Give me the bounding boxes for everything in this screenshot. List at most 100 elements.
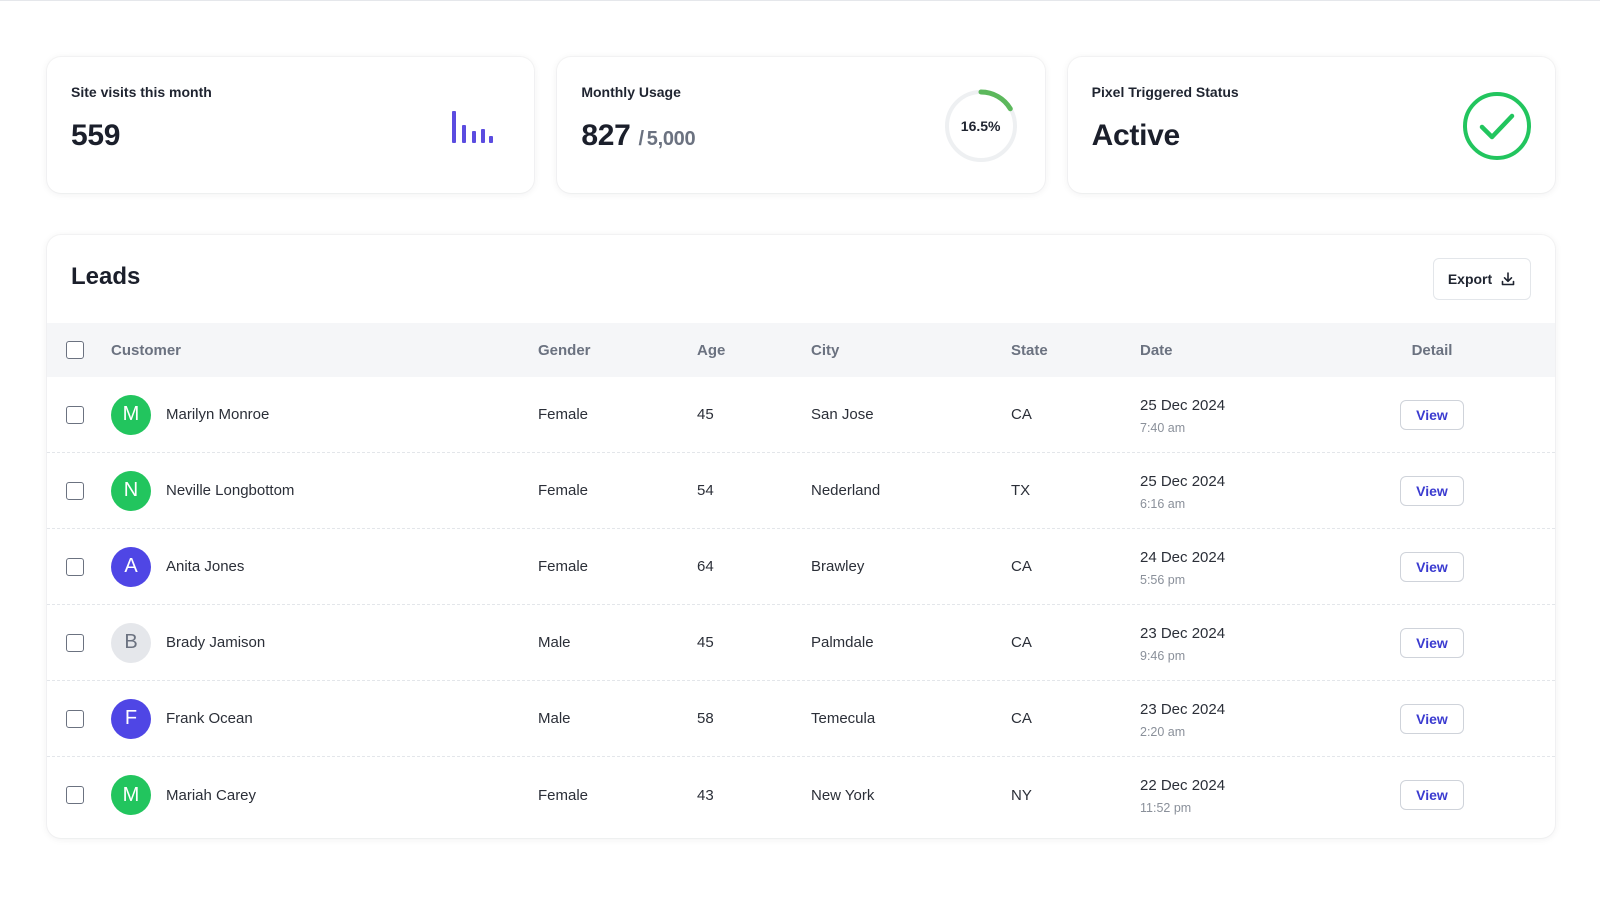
export-button[interactable]: Export [1433,258,1531,300]
detail-cell: View [1387,681,1477,756]
customer-name: Marilyn Monroe [166,406,270,423]
avatar: N [111,470,151,511]
time-text: 7:40 am [1140,420,1186,435]
column-header-date[interactable]: Date [1140,341,1173,359]
customer-cell: B Brady Jamison [111,605,511,680]
detail-cell: View [1387,529,1477,604]
view-button[interactable]: View [1400,475,1464,506]
bar-chart-icon [452,111,494,143]
age-cell: 54 [697,482,714,499]
usage-limit-wrap: /5,000 [638,128,695,151]
age-cell: 64 [697,558,714,575]
state-cell: CA [1011,558,1032,575]
city-cell: Brawley [811,558,865,575]
stats-row: Site visits this month 559 Monthly Usage… [47,57,1555,193]
usage-percent: 16.5% [960,118,1001,134]
column-header-state[interactable]: State [1011,341,1048,359]
usage-progress-ring [944,89,1018,163]
select-all-cell [65,323,85,377]
state-cell: TX [1011,482,1031,499]
city-cell: San Jose [811,406,874,423]
date-text: 24 Dec 2024 [1140,548,1226,566]
avatar: A [111,546,151,587]
site-visits-label: Site visits this month [71,84,212,100]
table-header: Customer Gender Age City State Date Deta… [47,323,1555,377]
state-cell: CA [1011,710,1032,727]
city-cell: Temecula [811,710,876,727]
time-text: 9:46 pm [1140,648,1186,663]
select-all-checkbox[interactable] [66,341,84,359]
pixel-status-card: Pixel Triggered Status Active [1067,57,1555,193]
state-cell: NY [1011,786,1032,804]
view-button[interactable]: View [1400,627,1464,658]
city-cell: New York [811,786,875,804]
row-select-cell [65,453,85,528]
avatar: F [111,698,151,739]
gender-cell: Female [538,558,589,575]
date-cell: 23 Dec 2024 9:46 pm [1140,605,1360,680]
date-cell: 22 Dec 2024 11:52 pm [1140,757,1360,833]
view-button[interactable]: View [1400,551,1464,582]
row-checkbox[interactable] [66,633,84,652]
table-row: F Frank Ocean Male 58 Temecula CA 23 Dec… [47,681,1555,757]
view-button[interactable]: View [1400,703,1464,734]
row-checkbox[interactable] [66,786,84,804]
column-header-gender[interactable]: Gender [538,341,591,359]
usage-limit: 5,000 [646,128,696,150]
row-checkbox[interactable] [66,709,84,728]
age-cell: 43 [697,786,714,804]
city-cell: Nederland [811,482,881,499]
time-text: 5:56 pm [1140,572,1186,587]
city-cell: Palmdale [811,634,874,651]
table-row: M Marilyn Monroe Female 45 San Jose CA 2… [47,377,1555,453]
pixel-status-label: Pixel Triggered Status [1091,84,1239,100]
column-header-customer[interactable]: Customer [111,341,182,359]
table-row: M Mariah Carey Female 43 New York NY 22 … [47,757,1555,833]
customer-name: Brady Jamison [166,634,266,651]
date-text: 23 Dec 2024 [1140,700,1226,718]
customer-name: Anita Jones [166,558,245,575]
column-header-detail: Detail [1411,341,1453,359]
age-cell: 45 [697,634,714,651]
customer-name: Frank Ocean [166,710,253,727]
time-text: 2:20 am [1140,724,1186,739]
age-cell: 58 [697,710,714,727]
table-row: A Anita Jones Female 64 Brawley CA 24 De… [47,529,1555,605]
gender-cell: Female [538,786,589,804]
time-text: 11:52 pm [1140,801,1192,815]
gender-cell: Female [538,406,589,423]
date-wrap: 25 Dec 2024 6:16 am [1140,473,1225,511]
row-checkbox[interactable] [66,557,84,576]
customer-name: Neville Longbottom [166,482,295,499]
column-header-age[interactable]: Age [697,341,726,359]
row-checkbox[interactable] [66,481,84,500]
row-checkbox[interactable] [66,405,84,424]
date-cell: 25 Dec 2024 7:40 am [1140,377,1360,452]
view-button[interactable]: View [1400,780,1464,810]
row-select-cell [65,681,85,756]
detail-cell: View [1387,377,1477,452]
time-text: 6:16 am [1140,496,1186,511]
date-cell: 23 Dec 2024 2:20 am [1140,681,1360,756]
date-cell: 24 Dec 2024 5:56 pm [1140,529,1360,604]
gender-cell: Male [538,634,571,651]
column-header-city[interactable]: City [811,341,840,359]
date-wrap: 22 Dec 2024 11:52 pm [1140,777,1225,815]
site-visits-value: 559 [71,119,121,152]
top-divider [0,0,1600,1]
detail-cell: View [1387,453,1477,528]
row-select-cell [65,605,85,680]
monthly-usage-value: 827 /5,000 [581,119,695,153]
monthly-usage-label: Monthly Usage [581,84,681,100]
date-text: 25 Dec 2024 [1140,472,1226,490]
date-wrap: 23 Dec 2024 2:20 am [1140,701,1225,739]
avatar: M [111,394,151,435]
date-cell: 25 Dec 2024 6:16 am [1140,453,1360,528]
view-button[interactable]: View [1400,399,1464,430]
date-text: 23 Dec 2024 [1140,624,1226,642]
date-wrap: 25 Dec 2024 7:40 am [1140,397,1225,435]
date-text: 22 Dec 2024 [1140,777,1226,794]
customer-cell: A Anita Jones [111,529,511,604]
site-visits-card: Site visits this month 559 [47,57,535,193]
usage-used: 827 [581,119,631,152]
